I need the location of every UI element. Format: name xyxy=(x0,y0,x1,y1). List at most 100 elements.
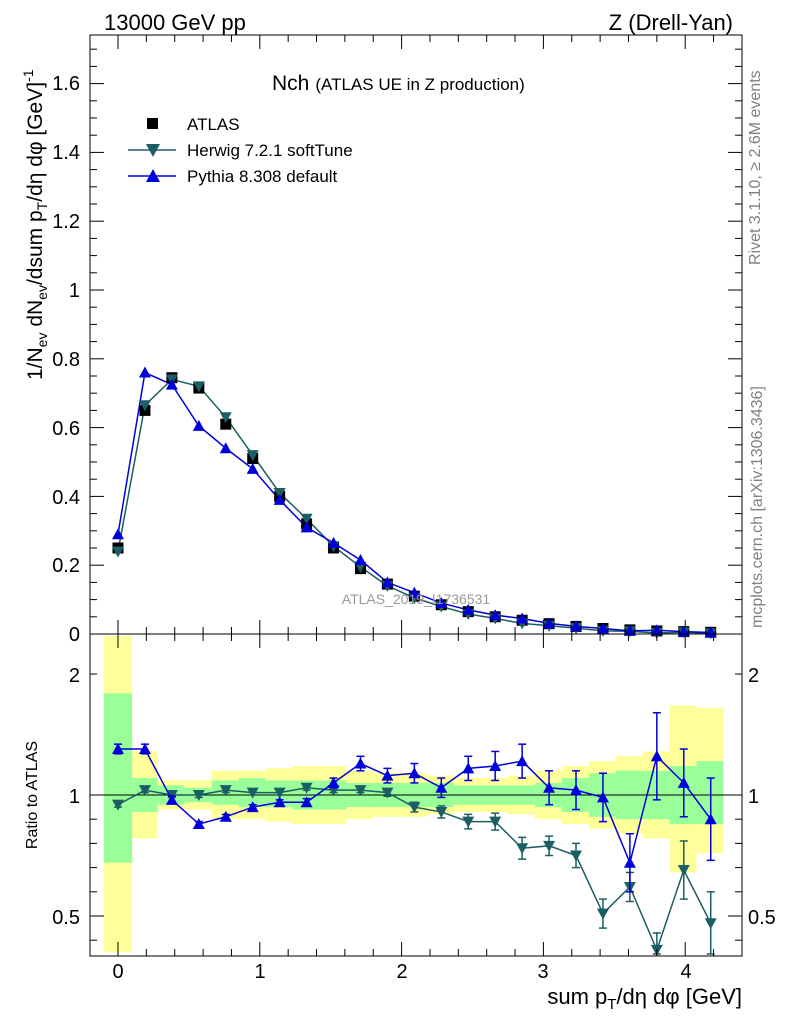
ratio-point-pythia xyxy=(300,796,313,808)
legend-marker-atlas xyxy=(147,118,158,129)
ratio-point-pythia xyxy=(435,781,448,793)
ratio-y-tick: 2 xyxy=(69,665,80,687)
plot-title: Nch (ATLAS UE in Z production) xyxy=(272,72,525,95)
main-y-tick-labels: 0 0.2 0.4 0.6 0.8 1 1.2 1.4 1.6 xyxy=(52,73,80,646)
ratio-point-herwig xyxy=(246,787,259,799)
pythia-data-point xyxy=(516,612,529,624)
herwig-data-point xyxy=(219,412,232,424)
ratio-point-herwig xyxy=(219,785,232,797)
ratio-tick-marks xyxy=(90,634,742,956)
ratio-point-pythia xyxy=(704,813,717,825)
pythia-data-point xyxy=(112,528,124,540)
ratio-point-herwig xyxy=(381,787,394,799)
pythia-data-point xyxy=(300,521,313,533)
ratio-y-tick-right: 0.5 xyxy=(748,907,776,929)
pythia-data-point xyxy=(489,609,502,621)
ratio-y-tick-right: 2 xyxy=(748,665,759,687)
ratio-point-herwig xyxy=(192,790,205,801)
ratio-point-pythia xyxy=(543,781,556,793)
pythia-data-point xyxy=(462,603,475,615)
legend-marker-pythia xyxy=(146,169,160,182)
ratio-point-herwig xyxy=(489,816,502,828)
ratio-point-herwig xyxy=(516,843,529,855)
pythia-data-point xyxy=(138,366,151,378)
x-tick: 0 xyxy=(112,961,123,983)
pythia-data-point xyxy=(273,493,286,505)
main-series-group xyxy=(112,366,717,640)
herwig-data-point xyxy=(138,400,151,412)
ratio-point-herwig xyxy=(408,802,421,814)
pythia-data-point xyxy=(623,624,636,636)
rivet-version-label: Rivet 3.1.10, ≥ 2.6M events xyxy=(747,70,764,265)
main-y-axis-label: 1/Nev dNev/dsum pT/dη dφ [GeV]-1 xyxy=(20,69,50,380)
legend-marker-herwig xyxy=(146,144,160,157)
ratio-point-pythia xyxy=(570,784,583,796)
ratio-y-tick-right: 1 xyxy=(748,786,759,808)
process-label: Z (Drell-Yan) xyxy=(609,10,733,35)
ratio-series-group xyxy=(112,711,717,956)
legend: ATLAS Herwig 7.2.1 softTune Pythia 8.308… xyxy=(128,115,353,186)
atlas-data-point xyxy=(220,418,232,430)
x-tick-labels: 0 1 2 3 4 xyxy=(112,961,691,983)
pythia-data-point xyxy=(408,586,421,598)
herwig-data-point xyxy=(246,450,259,462)
main-y-tick: 1.4 xyxy=(52,142,80,164)
main-y-tick: 1 xyxy=(69,280,80,302)
pythia-data-point xyxy=(246,462,259,474)
plot-title-main: Nch xyxy=(272,72,309,95)
ratio-point-pythia xyxy=(219,810,232,822)
pythia-data-point xyxy=(543,617,556,629)
pythia-data-point xyxy=(650,624,663,636)
ratio-point-herwig xyxy=(300,782,313,794)
pythia-data-point xyxy=(219,442,232,454)
pythia-data-point xyxy=(381,576,394,588)
ratio-point-pythia xyxy=(677,776,690,788)
herwig-data-point xyxy=(273,487,286,499)
ratio-y-axis-label: Ratio to ATLAS xyxy=(24,741,41,849)
plot-subtitle: (ATLAS UE in Z production) xyxy=(315,75,524,94)
ratio-panel: 0.5 1 2 0.5 1 2 0 1 2 3 4 Ratio to ATLAS… xyxy=(24,633,776,1013)
ratio-point-pythia xyxy=(327,776,340,788)
main-y-tick: 0 xyxy=(69,624,80,646)
ratio-point-pythia xyxy=(650,750,663,762)
ratio-point-pythia xyxy=(489,759,502,771)
ratio-y-tick-labels-left: 0.5 1 2 xyxy=(52,665,80,929)
watermark-label: ATLAS_2019_I1736531 xyxy=(342,591,491,607)
ratio-frame xyxy=(89,633,743,957)
ratio-point-pythia xyxy=(623,856,636,868)
herwig-data-point xyxy=(112,546,124,558)
ratio-point-pythia xyxy=(192,818,205,830)
herwig-data-point xyxy=(192,381,205,393)
pythia-data-point xyxy=(192,419,205,431)
ratio-point-pythia xyxy=(165,793,178,805)
ratio-point-pythia xyxy=(516,755,529,767)
ratio-point-pythia xyxy=(246,801,259,813)
ratio-y-tick: 0.5 xyxy=(52,907,80,929)
energy-label: 13000 GeV pp xyxy=(104,10,246,35)
x-axis-label: sum pT/dη dφ [GeV] xyxy=(547,984,742,1013)
ratio-point-pythia xyxy=(138,743,151,755)
mcplots-label: mcplots.cern.ch [arXiv:1306.3436] xyxy=(749,386,766,628)
main-y-tick: 0.8 xyxy=(52,349,80,371)
ratio-point-herwig xyxy=(462,816,475,828)
ratio-point-herwig xyxy=(273,787,286,799)
ratio-point-herwig xyxy=(543,840,556,852)
ratio-point-pythia xyxy=(354,757,367,769)
ratio-point-herwig xyxy=(138,785,151,797)
main-panel: 0 0.2 0.4 0.6 0.8 1 1.2 1.4 1.6 Nch (ATLA… xyxy=(20,34,743,646)
ratio-point-herwig xyxy=(112,799,124,811)
ratio-point-pythia xyxy=(408,767,421,779)
main-y-tick: 1.2 xyxy=(52,211,80,233)
ratio-point-pythia xyxy=(596,791,609,803)
main-y-tick: 1.6 xyxy=(52,73,80,95)
ratio-point-pythia xyxy=(381,769,394,781)
ratio-point-pythia xyxy=(462,762,475,774)
herwig-data-point xyxy=(300,513,313,525)
ratio-point-herwig xyxy=(354,785,367,797)
ratio-point-pythia xyxy=(273,796,286,808)
main-y-tick: 0.4 xyxy=(52,487,80,509)
ratio-y-tick-labels-right: 0.5 1 2 xyxy=(748,665,776,929)
ratio-point-herwig xyxy=(704,918,717,930)
ratio-point-herwig xyxy=(596,908,609,920)
pythia-data-point xyxy=(354,554,367,566)
